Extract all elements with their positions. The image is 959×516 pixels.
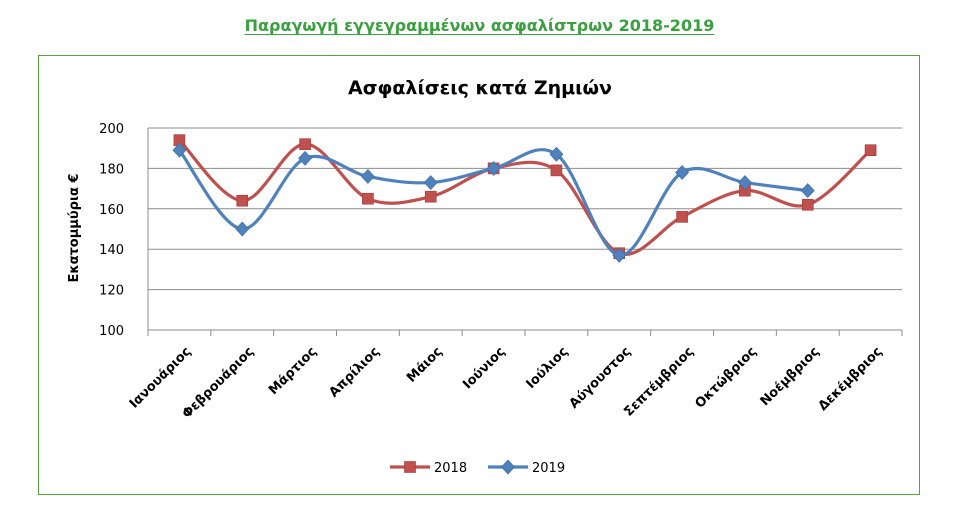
x-tick-label: Ιούνιος [460, 344, 508, 392]
series-line-2018 [178, 138, 872, 256]
data-point-2018 [550, 164, 563, 177]
y-tick-label: 180 [99, 162, 124, 177]
x-tick-label: Μάιος [404, 344, 445, 385]
legend-item-2019: 2019 [488, 459, 565, 476]
y-tick-label: 140 [99, 243, 124, 258]
legend-label: 2018 [434, 461, 467, 476]
y-axis-label: Εκατομμύρια € [67, 173, 82, 282]
x-tick-label: Οκτώβριος [692, 344, 759, 411]
y-axis-ticks: 100 120 140 160 180 200 [99, 122, 124, 339]
series-group [172, 134, 877, 263]
x-tick-label: Απρίλιος [326, 344, 382, 400]
data-point-2019 [675, 164, 689, 180]
legend-item-2018: 2018 [390, 461, 467, 476]
data-point-2018 [424, 190, 437, 203]
data-point-2018 [676, 211, 688, 223]
y-tick-label: 100 [99, 324, 124, 339]
y-tick-label: 120 [99, 284, 124, 299]
data-point-2018 [864, 144, 877, 157]
x-tick-label: Δεκέμβριος [816, 344, 886, 414]
legend-marker [501, 459, 515, 475]
data-point-2019 [612, 247, 627, 263]
data-point-2018 [299, 138, 311, 150]
legend-label: 2019 [532, 461, 565, 476]
data-point-2019 [172, 142, 187, 158]
data-point-2018 [801, 198, 814, 211]
series-2019 [172, 142, 815, 263]
data-point-2018 [236, 194, 249, 207]
data-point-2019 [423, 175, 438, 190]
data-point-2019 [738, 175, 752, 190]
y-tick-label: 200 [99, 122, 124, 137]
data-point-2019 [549, 146, 564, 162]
x-tick-label: Ιούλιος [524, 344, 572, 392]
y-tick-label: 160 [99, 203, 124, 218]
data-point-2018 [362, 192, 374, 205]
legend: 2018 2019 [390, 459, 565, 476]
x-tick-label: Αύγουστος [567, 344, 635, 412]
x-tick-label: Νοέμβριος [758, 344, 823, 409]
data-point-2019 [361, 169, 375, 184]
chart-title: Ασφαλίσεις κατά Ζημιών [348, 77, 612, 99]
x-tick-label: Μάρτιος [266, 344, 320, 398]
gridlines [147, 127, 902, 331]
data-point-2019 [800, 183, 815, 199]
x-tick-label: Ιανουάριος [127, 344, 194, 411]
page-title: Παραγωγή εγγεγραμμένων ασφαλίστρων 2018-… [244, 16, 715, 35]
data-point-2019 [235, 221, 250, 237]
data-point-2019 [298, 150, 312, 166]
data-point-2019 [486, 160, 501, 176]
legend-marker [404, 461, 416, 473]
